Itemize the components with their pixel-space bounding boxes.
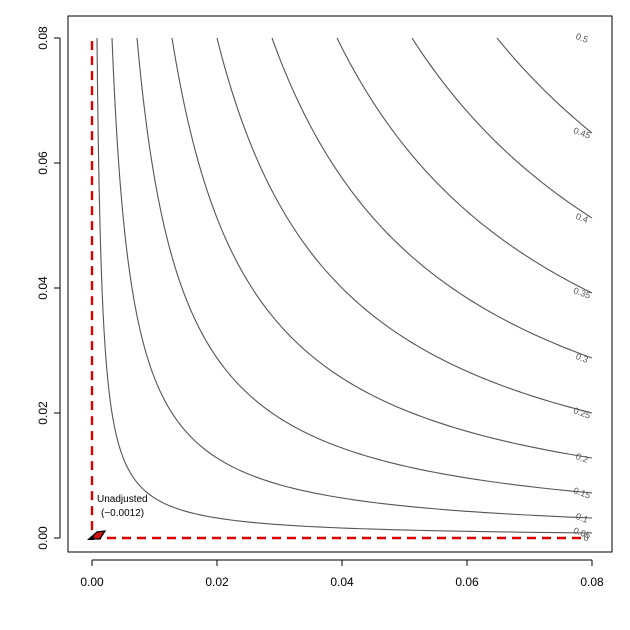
contour-line-0.25 <box>216 37 593 414</box>
zero-contour-label: 0 <box>583 533 588 543</box>
contour-line-0.05 <box>96 37 593 534</box>
contour-label: 0.1 <box>574 511 589 525</box>
contour-label: 0.2 <box>574 451 589 465</box>
contour-lines <box>96 37 593 534</box>
y-tick-label: 0.00 <box>36 526 50 550</box>
y-tick-label: 0.04 <box>36 276 50 300</box>
annotation-value: (−0.0012) <box>101 508 144 519</box>
x-tick-label: 0.06 <box>455 575 479 589</box>
y-tick-label: 0.06 <box>36 151 50 175</box>
annotation-label: Unadjusted <box>97 494 148 505</box>
x-tick-label: 0.08 <box>580 575 604 589</box>
zero-contour <box>90 41 583 540</box>
contour-line-0.2 <box>171 37 593 459</box>
contour-line-0.3 <box>271 37 593 359</box>
axes: 0.00 0.02 0.04 0.06 0.08 0.00 0.02 0.04 0.06 0.08 <box>36 26 604 589</box>
x-tick-label: 0.00 <box>80 575 104 589</box>
contour-line-0.15 <box>136 37 593 494</box>
contour-line-0.1 <box>111 37 593 519</box>
x-tick-label: 0.04 <box>330 575 354 589</box>
plot-area <box>67 15 613 553</box>
x-tick-label: 0.02 <box>205 575 229 589</box>
unadjusted-point <box>87 530 107 540</box>
contour-label: 0.5 <box>574 31 589 45</box>
arrow-head <box>87 535 94 540</box>
contour-label: 0.4 <box>574 211 589 225</box>
contour-label: 0.3 <box>574 351 589 365</box>
contour-line-0.4 <box>411 37 593 219</box>
contour-line-0.45 <box>496 37 593 134</box>
y-tick-label: 0.08 <box>36 26 50 50</box>
y-tick-label: 0.02 <box>36 401 50 425</box>
contour-line-0.35 <box>336 37 593 294</box>
